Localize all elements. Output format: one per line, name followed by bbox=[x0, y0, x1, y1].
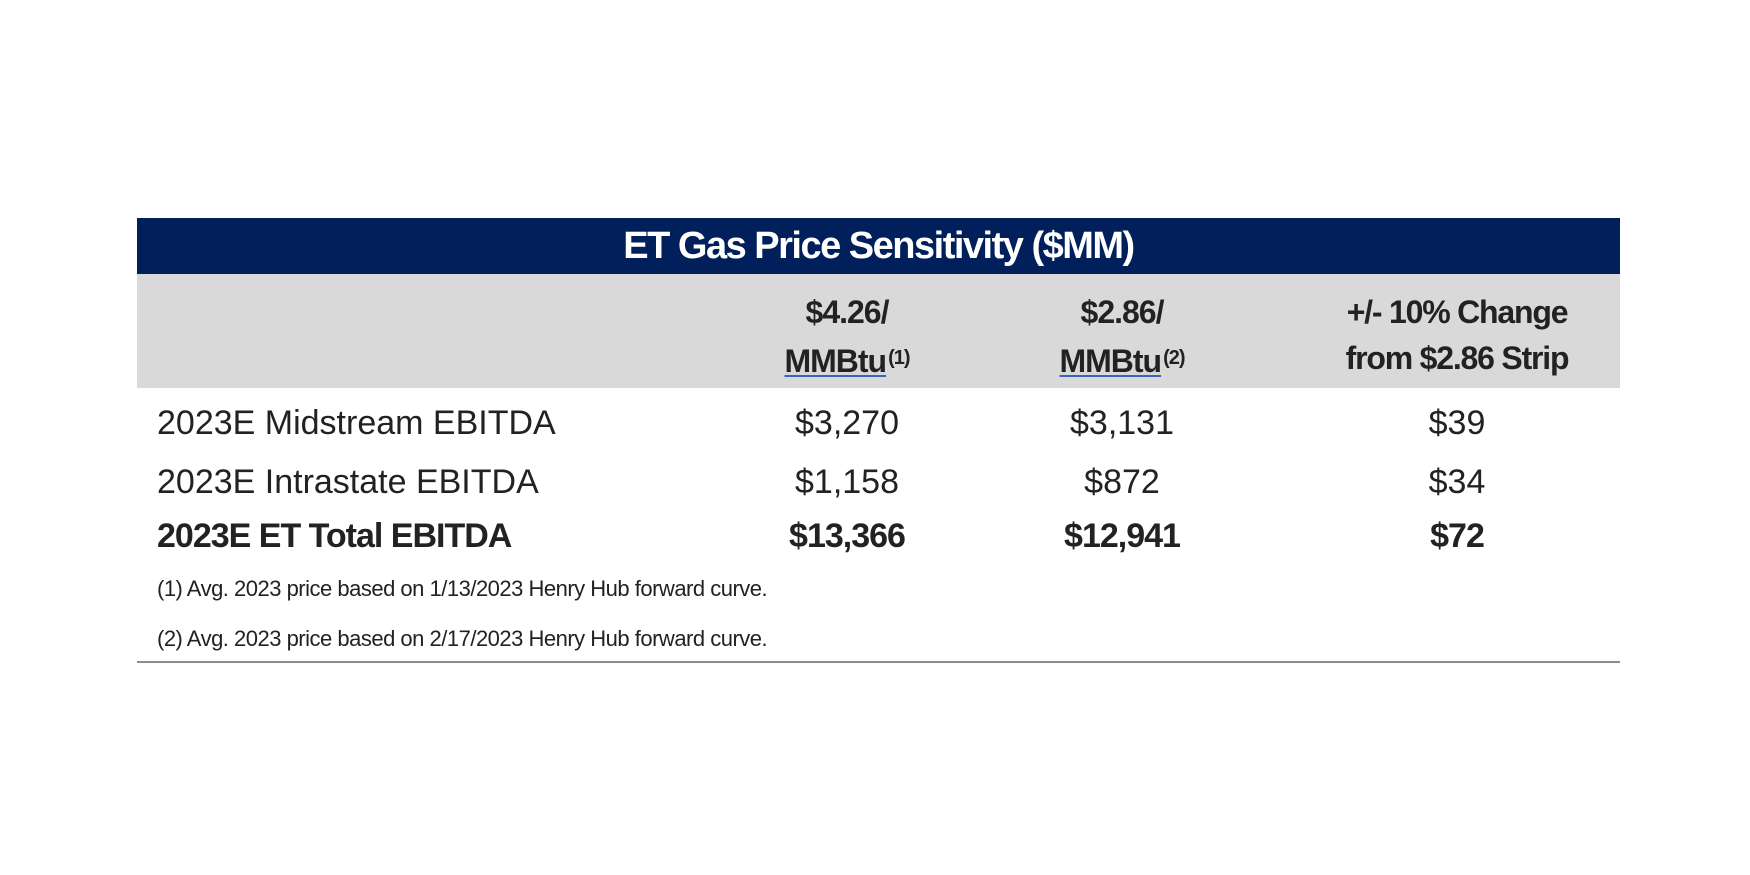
value-cell: $872 bbox=[1084, 463, 1160, 501]
table-row-intrastate: 2023E Intrastate EBITDA $1,158 $872 $34 bbox=[137, 457, 1620, 507]
row-label: 2023E Midstream EBITDA bbox=[157, 404, 556, 442]
row-label: 2023E ET Total EBITDA bbox=[157, 517, 512, 555]
column-header-line2: from $2.86 Strip bbox=[1345, 340, 1570, 376]
unit-label: MMBtu bbox=[784, 343, 887, 379]
value-cell: $1,158 bbox=[795, 463, 899, 501]
column-header-line1: $2.86/ bbox=[1080, 294, 1165, 330]
column-header-band: $4.26/ MMBtu (1) $2.86/ MMBtu (2) +/- 10% … bbox=[137, 274, 1620, 388]
value-cell: $39 bbox=[1428, 404, 1486, 442]
column-header-2-86: $2.86/ MMBtu (2) bbox=[1022, 289, 1222, 384]
value-cell: $34 bbox=[1428, 463, 1486, 501]
value-cell: $12,941 bbox=[1064, 517, 1181, 555]
value-cell: $3,270 bbox=[795, 404, 899, 442]
value-cell: $13,366 bbox=[789, 517, 906, 555]
table-body: 2023E Midstream EBITDA $3,270 $3,131 $39… bbox=[137, 388, 1620, 651]
column-header-line2: MMBtu (1) bbox=[747, 335, 947, 384]
footnote-ref: (2) bbox=[1163, 347, 1185, 369]
footnote-2: (2) Avg. 2023 price based on 2/17/2023 H… bbox=[157, 626, 768, 651]
column-header-line1: $4.26/ bbox=[805, 294, 890, 330]
footnote-1: (1) Avg. 2023 price based on 1/13/2023 H… bbox=[157, 576, 768, 601]
column-header-line1: +/- 10% Change bbox=[1346, 294, 1569, 330]
value-cell: $72 bbox=[1430, 517, 1485, 555]
value-cell: $3,131 bbox=[1070, 404, 1174, 442]
bottom-divider bbox=[137, 661, 1620, 663]
row-label: 2023E Intrastate EBITDA bbox=[157, 463, 539, 501]
footnote-ref: (1) bbox=[888, 347, 910, 369]
sensitivity-table: ET Gas Price Sensitivity ($MM) $4.26/ MM… bbox=[137, 218, 1620, 663]
unit-label: MMBtu bbox=[1059, 343, 1162, 379]
table-row-midstream: 2023E Midstream EBITDA $3,270 $3,131 $39 bbox=[137, 398, 1620, 448]
column-header-line2: MMBtu (2) bbox=[1022, 335, 1222, 384]
column-header-4-26: $4.26/ MMBtu (1) bbox=[747, 289, 947, 384]
column-header-change: +/- 10% Change from $2.86 Strip bbox=[1307, 289, 1607, 381]
table-title: ET Gas Price Sensitivity ($MM) bbox=[137, 218, 1620, 274]
table-row-total: 2023E ET Total EBITDA $13,366 $12,941 $7… bbox=[137, 511, 1620, 561]
